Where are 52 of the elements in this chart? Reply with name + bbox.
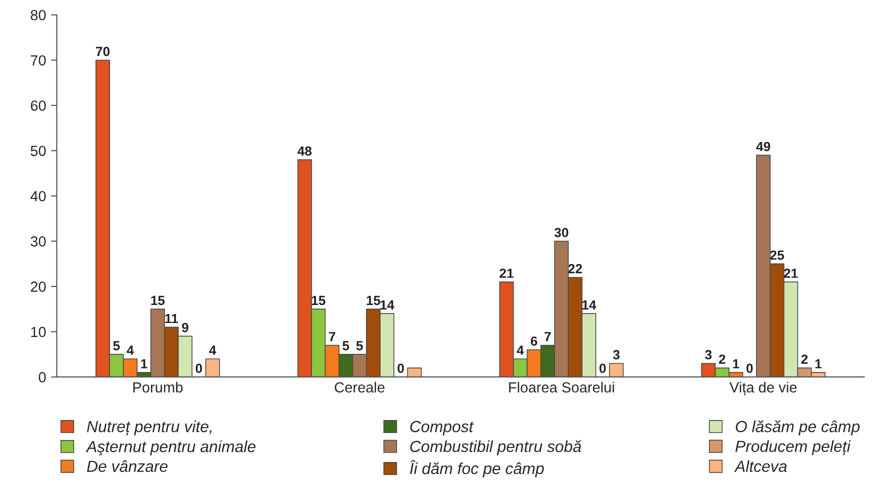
x-tick-label: Floarea Soarelui xyxy=(509,382,614,393)
data-label: 1 xyxy=(815,359,822,368)
legend-label: Compost xyxy=(410,420,474,436)
y-tick-label: 0 xyxy=(38,372,46,382)
data-label: 9 xyxy=(182,322,188,332)
legend-label: Aşternut pentru animale xyxy=(86,440,256,456)
data-label: 48 xyxy=(298,146,312,156)
y-tick-label: 30 xyxy=(30,236,46,247)
legend-label: Nutreț pentru vite, xyxy=(86,420,212,436)
legend-label: De vânzare xyxy=(86,460,168,472)
data-label: 30 xyxy=(554,228,568,238)
data-label: 5 xyxy=(342,341,350,350)
data-label: 5 xyxy=(113,341,120,350)
data-label: 4 xyxy=(516,346,524,355)
y-tick-label: 50 xyxy=(30,146,46,156)
data-label: 4 xyxy=(209,346,216,355)
legend-label: Altceva xyxy=(734,460,787,472)
y-tick-label: 20 xyxy=(30,282,46,292)
data-label: 21 xyxy=(500,268,514,278)
y-tick-label: 40 xyxy=(30,191,46,202)
data-label: 1 xyxy=(141,359,148,368)
y-tick-label: 10 xyxy=(31,326,46,338)
data-label: 2 xyxy=(718,354,726,364)
data-label: 3 xyxy=(612,350,620,360)
legend-label: Producem peleți xyxy=(735,440,851,456)
data-label: 1 xyxy=(733,359,740,368)
data-label: 0 xyxy=(196,364,202,373)
data-label: 0 xyxy=(599,364,606,373)
legend-label: Combustibil pentru sobă xyxy=(410,440,582,456)
data-label: 4 xyxy=(126,346,134,355)
data-label: 7 xyxy=(329,332,336,342)
y-tick-label: 70 xyxy=(30,55,46,66)
y-tick-label: 60 xyxy=(30,100,46,111)
data-label: 0 xyxy=(398,364,404,373)
y-tick-label: 80 xyxy=(30,10,46,20)
data-label: 7 xyxy=(544,332,551,342)
x-tick-label: Cereale xyxy=(334,382,384,393)
data-label: 15 xyxy=(151,296,165,306)
data-label: 0 xyxy=(746,364,753,373)
data-label: 5 xyxy=(356,341,363,350)
data-label: 15 xyxy=(366,296,380,306)
legend-label: Îi dăm foc pe câmp xyxy=(410,460,544,478)
data-label: 49 xyxy=(756,142,770,152)
legend-label: O lăsăm pe câmp xyxy=(736,420,860,436)
data-label: 3 xyxy=(705,350,712,360)
data-label: 70 xyxy=(96,46,110,56)
data-label: 6 xyxy=(530,336,538,346)
data-label: 2 xyxy=(801,354,808,364)
data-label: 11 xyxy=(165,314,178,324)
x-tick-label: Porumb xyxy=(133,382,183,393)
data-label: 14 xyxy=(380,300,394,310)
x-tick-label: Vița de vie xyxy=(729,382,797,396)
